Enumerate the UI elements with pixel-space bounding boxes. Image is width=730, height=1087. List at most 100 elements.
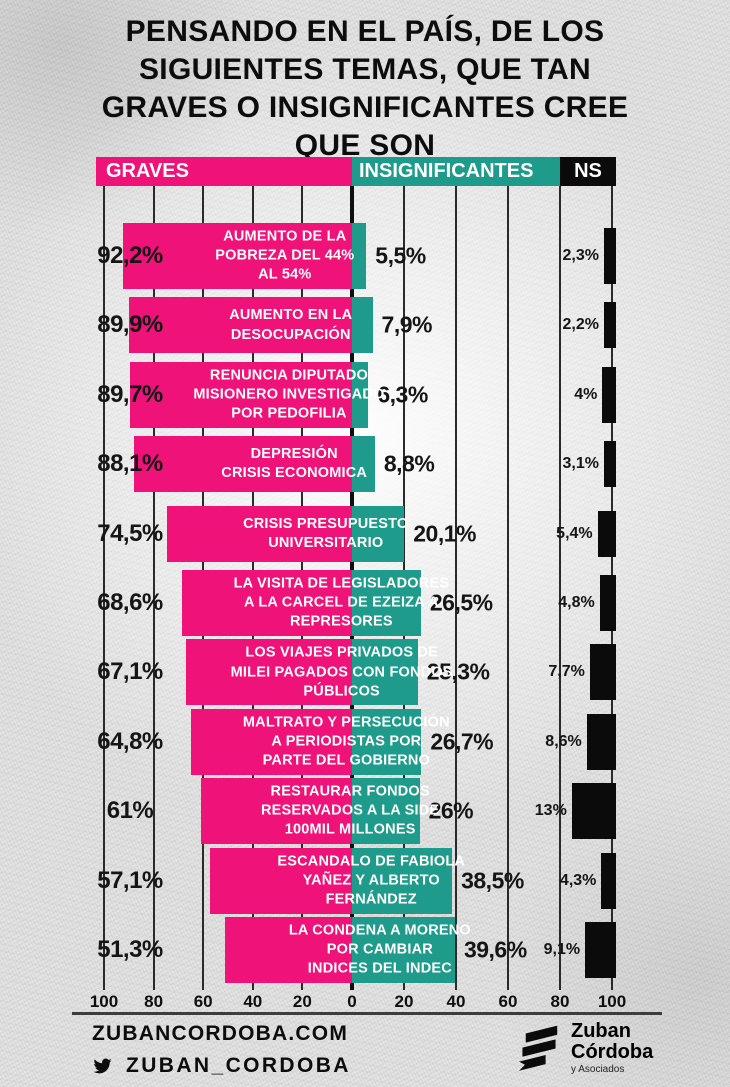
insignificantes-value: 6,3%	[377, 381, 428, 408]
topic-label: LA CONDENA A MORENO POR CAMBIAR INDICES …	[288, 922, 471, 977]
ns-value: 5,4%	[556, 524, 593, 542]
insignificantes-bar	[352, 505, 405, 562]
chart-row: 61% 26% 13% RESTAURAR FONDOS RESERVADOS A L…	[0, 778, 730, 845]
graves-value: 67,1%	[97, 658, 163, 686]
ns-value: 3,1%	[562, 455, 599, 473]
twitter-icon	[93, 1058, 112, 1074]
insignificantes-value: 39,6%	[463, 936, 527, 963]
logo-name-line2: Córdoba	[571, 1040, 654, 1063]
axis-tick-label: 40	[446, 992, 466, 1011]
insignificantes-value: 38,5%	[461, 867, 524, 894]
graves-value: 57,1%	[97, 866, 163, 894]
insignificantes-value: 7,9%	[381, 311, 433, 338]
ns-value: 13%	[534, 802, 567, 820]
x-axis: 100 80 60 40 20 0 20 40 60 80 100	[0, 992, 730, 1014]
gridline	[152, 186, 155, 990]
ns-bar	[586, 713, 616, 770]
insignificantes-bar	[352, 778, 420, 845]
gridline	[507, 186, 509, 990]
chart-row: 68,6% 26,5% 4,8% LA VISITA DE LEGISLADORES …	[0, 570, 730, 636]
legend-ns: NS	[560, 157, 616, 186]
ns-bar	[585, 922, 616, 978]
graves-bar	[129, 297, 352, 354]
twitter-handle: ZUBAN_CORDOBA	[126, 1054, 351, 1077]
axis-tick-label: 80	[144, 992, 164, 1011]
ns-bar	[601, 852, 616, 909]
insignificantes-value: 8,8%	[383, 450, 435, 477]
chart-row: 92,2% 5,5% 2,3% AUMENTO DE LA POBREZA DEL 4…	[0, 223, 730, 289]
logo-tagline: y Asociados	[571, 1064, 625, 1076]
insignificantes-value: 26%	[428, 797, 474, 824]
chart-row: 57,1% 38,5% 4,3% ESCANDALO DE FABIOLA YAÑEZ…	[0, 847, 730, 914]
ns-value: 4,8%	[558, 594, 595, 611]
ns-bar	[604, 228, 616, 284]
graves-value: 51,3%	[97, 936, 163, 963]
graves-bar	[181, 570, 352, 636]
logo-stripes-icon	[519, 1025, 558, 1071]
logo-text: Zuban Córdoba y Asociados	[571, 1019, 654, 1076]
graves-bar	[210, 847, 352, 914]
ns-bar	[599, 575, 616, 631]
insignificantes-bar	[352, 361, 369, 428]
legend-insignificantes: INSIGNIFICANTES	[352, 157, 560, 186]
logo-name-line1: Zuban	[571, 1019, 631, 1042]
topic-label: CRISIS PRESUPUESTO UNIVERSITARIO	[243, 515, 409, 551]
axis-tick-label: 20	[292, 992, 312, 1011]
gridline	[559, 186, 561, 990]
graves-bar	[200, 778, 352, 845]
insignificantes-value: 5,5%	[375, 242, 426, 269]
axis-tick-label: 100	[89, 992, 119, 1011]
website-url: ZUBANCORDOBA.COM	[92, 1022, 349, 1045]
footer-divider	[72, 1012, 662, 1015]
twitter-row: ZUBAN_CORDOBA	[92, 1054, 351, 1078]
axis-tick-label: 100	[597, 992, 627, 1011]
ns-value: 4,3%	[559, 871, 597, 889]
graves-value: 89,9%	[97, 311, 163, 339]
topic-label: LOS VIAJES PRIVADOS DE MILEI PAGADOS CON…	[230, 644, 453, 699]
ns-value: 9,1%	[543, 941, 581, 958]
graves-value: 88,1%	[97, 450, 163, 478]
gridline	[103, 186, 105, 990]
graves-value: 89,7%	[97, 380, 163, 408]
graves-value: 64,8%	[97, 727, 163, 755]
topic-label: RESTAURAR FONDOS RESERVADOS A LA SIDE 10…	[261, 783, 440, 838]
zuban-cordoba-logo: Zuban Córdoba y Asociados	[516, 1019, 653, 1077]
footer-contact: ZUBANCORDOBA.COM ZUBAN_CORDOBA	[92, 1022, 351, 1078]
ns-value: 2,3%	[562, 247, 599, 264]
ns-bar	[571, 783, 616, 840]
graves-value: 74,5%	[97, 519, 163, 547]
axis-tick-label: 0	[347, 992, 357, 1011]
axis-tick-label: 60	[498, 992, 518, 1011]
graves-bar	[133, 436, 352, 493]
chart-row: 64,8% 26,7% 8,6% MALTRATO Y PERSECUCIÓN A P…	[0, 708, 730, 775]
chart-row: 88,1% 8,8% 3,1% DEPRESIÓN CRISIS ECONOMICA	[0, 436, 730, 493]
topic-label: MALTRATO Y PERSECUCIÓN A PERIODISTAS POR…	[242, 714, 450, 769]
insignificantes-value: 20,1%	[413, 520, 476, 547]
insignificantes-bar	[352, 436, 375, 493]
topic-label: DEPRESIÓN CRISIS ECONOMICA	[221, 446, 368, 482]
graves-bar	[224, 917, 352, 983]
topic-label: AUMENTO DE LA POBREZA DEL 44% AL 54%	[215, 228, 355, 283]
ns-value: 7,7%	[548, 663, 585, 681]
chart-title: PENSANDO EN EL PAÍS, DE LOS SIGUIENTES T…	[101, 15, 629, 163]
legend-bar: GRAVES INSIGNIFICANTES NS	[0, 157, 730, 186]
axis-tick-label: 40	[243, 992, 263, 1011]
graves-value: 68,6%	[97, 589, 163, 616]
graves-bar	[167, 505, 352, 562]
ns-bar	[602, 366, 616, 423]
topic-label: ESCANDALO DE FABIOLA YAÑEZ Y ALBERTO FER…	[277, 852, 466, 908]
chart-row: 51,3% 39,6% 9,1% LA CONDENA A MORENO POR CA…	[0, 917, 730, 983]
graves-bar	[191, 708, 352, 775]
ns-value: 2,2%	[562, 316, 599, 334]
axis-tick-label: 20	[394, 992, 414, 1011]
insignificantes-bar	[352, 847, 453, 914]
ns-bar	[604, 441, 616, 488]
graves-bar	[123, 223, 352, 289]
insignificantes-bar	[352, 917, 455, 983]
insignificantes-bar	[352, 708, 422, 775]
chart-row: 89,9% 7,9% 2,2% AUMENTO EN LA DESOCUPACIÓN	[0, 297, 730, 354]
insignificantes-bar	[352, 297, 373, 354]
ns-bar	[604, 302, 616, 349]
topic-label: LA VISITA DE LEGISLADORES A LA CARCEL DE…	[233, 575, 450, 630]
